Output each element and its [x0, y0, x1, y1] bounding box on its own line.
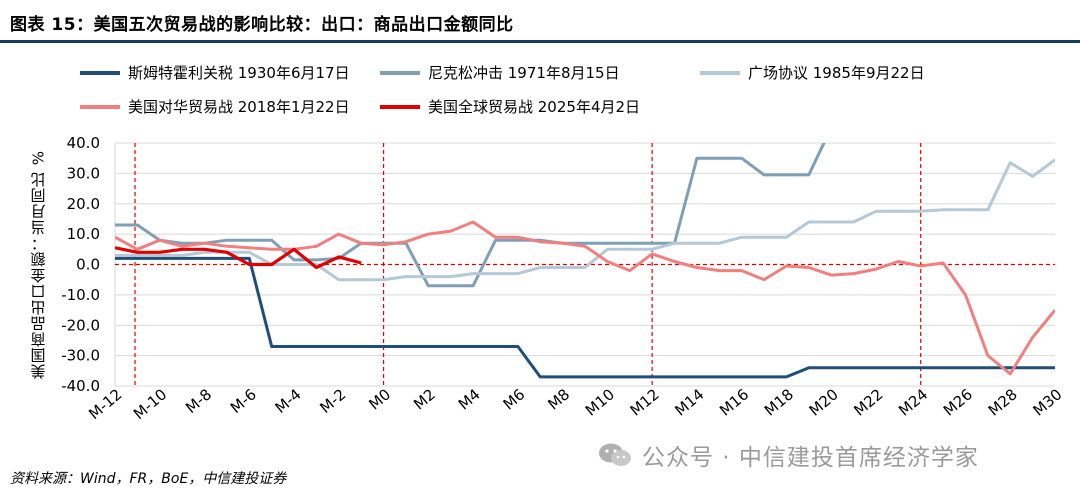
x-tick-label: M4: [455, 385, 484, 413]
x-tick-label: M-6: [227, 385, 260, 417]
legend-label: 广场协议 1985年9月22日: [748, 64, 925, 82]
legend-label: 斯姆特霍利关税 1930年6月17日: [128, 64, 350, 82]
legend-swatch: [380, 104, 420, 109]
x-tick-label: M-10: [130, 385, 170, 423]
legend-label: 美国对华贸易战 2018年1月22日: [128, 98, 350, 116]
series-line-smoot-hawley: [115, 256, 1055, 379]
legend-item-us-china-trade-war: 美国对华贸易战 2018年1月22日: [80, 96, 350, 117]
x-tick-label: M26: [940, 385, 976, 419]
x-tick-label: M30: [1029, 385, 1065, 419]
x-tick-label: M0: [365, 385, 394, 413]
legend-item-smoot-hawley: 斯姆特霍利关税 1930年6月17日: [80, 62, 350, 83]
x-tick-label: M8: [544, 385, 573, 413]
y-tick-label: 0.0: [76, 256, 100, 274]
source-note: 资料来源：Wind，FR，BoE，中信建投证券: [10, 471, 287, 487]
legend-swatch: [380, 70, 420, 75]
x-tick-label: M20: [806, 385, 842, 419]
watermark-text: 公众号 · 中信建投首席经济学家: [642, 445, 979, 471]
legend-item-plaza-accord: 广场协议 1985年9月22日: [700, 62, 925, 83]
legend-swatch: [700, 70, 740, 75]
x-tick-label: M-2: [316, 385, 349, 417]
x-tick-label: M16: [716, 385, 752, 419]
y-tick-label: -40.0: [61, 377, 100, 395]
y-tick-label: -20.0: [61, 316, 100, 334]
x-tick-label: M24: [895, 385, 931, 419]
wechat-icon: [599, 443, 631, 466]
series-line-global-2025: [115, 246, 362, 270]
x-tick-label: M12: [627, 385, 663, 419]
x-tick-label: M2: [410, 385, 439, 413]
y-tick-label: 40.0: [67, 134, 100, 152]
title-divider: [0, 40, 1080, 43]
legend-swatch: [80, 104, 120, 109]
legend-item-global-trade-war: 美国全球贸易战 2025年4月2日: [380, 96, 640, 117]
chart-title: 图表 15：美国五次贸易战的影响比较：出口：商品出口金额同比: [10, 15, 514, 35]
x-tick-label: M10: [582, 385, 618, 419]
y-tick-label: 10.0: [67, 225, 100, 243]
x-tick-label: M14: [671, 385, 707, 419]
x-tick-label: M6: [500, 385, 529, 413]
x-tick-label: M-4: [272, 385, 305, 417]
legend-swatch: [80, 70, 120, 75]
series-line-nixon-shock: [115, 143, 826, 288]
y-tick-label: -30.0: [61, 347, 100, 365]
y-tick-label: 20.0: [67, 195, 100, 213]
x-tick-label: M28: [985, 385, 1021, 419]
x-tick-label: M22: [850, 385, 886, 419]
x-tick-label: M-8: [182, 385, 215, 417]
x-tick-label: M18: [761, 385, 797, 419]
y-tick-label: -10.0: [61, 286, 100, 304]
y-tick-label: 30.0: [67, 164, 100, 182]
series-line-plaza-accord: [115, 158, 1055, 282]
legend-item-nixon-shock: 尼克松冲击 1971年8月15日: [380, 62, 620, 83]
watermark: 公众号 · 中信建投首席经济学家: [598, 438, 979, 472]
series-line-us-china: [115, 220, 1055, 376]
legend-label: 尼克松冲击 1971年8月15日: [428, 64, 620, 82]
legend-label: 美国全球贸易战 2025年4月2日: [428, 98, 641, 116]
